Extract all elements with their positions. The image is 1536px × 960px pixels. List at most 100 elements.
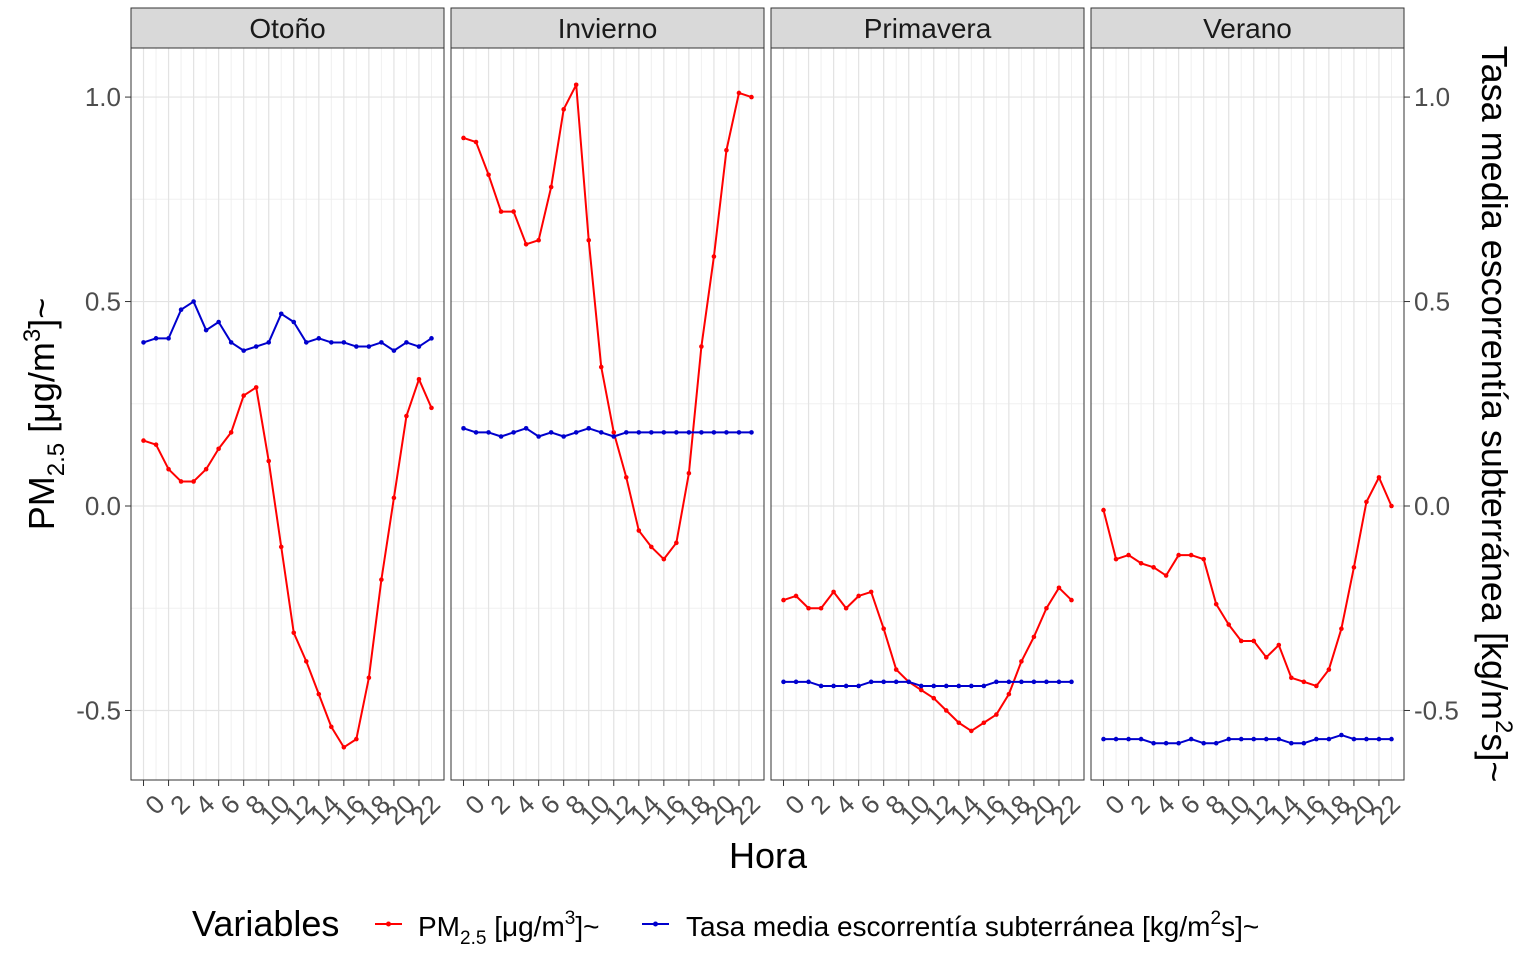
data-point-pm25-invierno (548, 184, 554, 190)
data-point-pm25-invierno (623, 475, 629, 480)
data-point-escorrentia-otono (191, 299, 196, 304)
data-point-pm25-invierno (636, 528, 642, 533)
data-point-escorrentia-verano (1201, 740, 1206, 746)
data-point-pm25-otono (379, 577, 384, 582)
panel-border-invierno (450, 47, 765, 781)
data-point-pm25-primavera (856, 593, 861, 599)
data-point-pm25-invierno (573, 82, 579, 88)
data-point-escorrentia-primavera (856, 683, 861, 689)
data-point-escorrentia-verano (1226, 736, 1232, 742)
data-point-pm25-verano (1101, 507, 1106, 513)
legend-entry-pm25-sup: 3 (565, 908, 576, 929)
data-point-escorrentia-otono (178, 307, 184, 313)
strip-label-invierno: Invierno (558, 13, 658, 44)
strip-label-verano: Verano (1203, 13, 1292, 44)
data-point-pm25-otono (416, 376, 422, 382)
data-point-pm25-otono (141, 438, 146, 443)
data-point-pm25-primavera (806, 605, 811, 611)
data-point-pm25-otono (203, 466, 209, 472)
data-point-pm25-verano (1276, 642, 1282, 648)
data-point-escorrentia-verano (1389, 736, 1394, 742)
data-point-pm25-primavera (1019, 659, 1024, 664)
data-point-escorrentia-verano (1238, 736, 1244, 742)
data-point-escorrentia-invierno (561, 434, 566, 439)
data-point-escorrentia-invierno (686, 430, 692, 435)
y-axis-title-rest: [μg/m (21, 342, 62, 443)
data-point-pm25-invierno (749, 94, 754, 100)
data-point-escorrentia-invierno (674, 430, 679, 435)
data-point-escorrentia-verano (1276, 736, 1282, 742)
x-tick-label-verano: 4 (1149, 789, 1180, 820)
data-point-escorrentia-verano (1101, 736, 1106, 742)
data-point-pm25-primavera (831, 589, 836, 595)
x-tick-label-verano: 0 (1099, 789, 1130, 820)
data-point-pm25-verano (1201, 556, 1206, 562)
x-tick-label-invierno: 22 (724, 789, 766, 831)
x-tick-label-verano: 2 (1124, 789, 1155, 820)
data-point-pm25-otono (216, 446, 221, 452)
data-point-pm25-verano (1163, 573, 1169, 578)
strip-primavera (770, 7, 1085, 49)
data-point-pm25-verano (1301, 679, 1307, 685)
y-tick-label-left: 0.5 (85, 287, 121, 317)
data-point-escorrentia-verano (1213, 740, 1219, 746)
data-point-pm25-verano (1339, 626, 1344, 631)
data-point-escorrentia-otono (203, 327, 209, 333)
data-point-pm25-verano (1289, 675, 1294, 681)
data-point-escorrentia-primavera (793, 679, 799, 685)
data-point-escorrentia-invierno (649, 430, 654, 435)
data-point-escorrentia-primavera (918, 683, 924, 689)
data-point-escorrentia-invierno (699, 430, 704, 435)
y-axis-title-sup: 3 (19, 329, 46, 342)
x-tick-label-otono: 0 (139, 789, 170, 820)
data-point-pm25-verano (1238, 638, 1244, 644)
data-point-escorrentia-invierno (498, 434, 504, 439)
data-point-pm25-invierno (711, 254, 717, 259)
x-tick-label-primavera: 0 (779, 789, 810, 820)
data-point-pm25-primavera (793, 593, 799, 599)
x-tick-label-primavera: 22 (1044, 789, 1086, 831)
x-tick-label-invierno: 2 (484, 789, 515, 820)
data-point-pm25-primavera (994, 712, 999, 717)
data-point-pm25-otono (316, 691, 322, 697)
legend-entry-pm25-main: PM (418, 911, 460, 942)
x-tick-label-invierno: 4 (509, 789, 540, 820)
data-point-pm25-invierno (736, 90, 742, 96)
data-point-escorrentia-verano (1314, 736, 1319, 742)
data-point-escorrentia-verano (1176, 740, 1181, 746)
data-point-pm25-primavera (943, 708, 949, 713)
data-point-pm25-invierno (661, 556, 667, 562)
panel-border-verano (1090, 47, 1405, 781)
legend-entry-escorrentia: Tasa media escorrentía subterránea [kg/m… (686, 908, 1259, 942)
legend-entry-escorrentia-main: Tasa media escorrentía subterránea [kg/m (686, 911, 1210, 942)
data-point-escorrentia-primavera (956, 683, 962, 689)
data-point-escorrentia-primavera (881, 679, 886, 685)
data-point-escorrentia-otono (166, 336, 171, 341)
data-point-escorrentia-invierno (473, 430, 479, 435)
legend-entry-pm25-end: ]~ (575, 911, 599, 942)
data-point-escorrentia-invierno (736, 430, 742, 435)
data-point-escorrentia-verano (1126, 736, 1131, 742)
y2-axis-title-main: Tasa media escorrentía subterránea [kg/m (1474, 46, 1515, 720)
data-point-escorrentia-otono (416, 344, 422, 349)
strip-invierno (450, 7, 765, 49)
data-point-escorrentia-invierno (461, 426, 466, 431)
data-point-escorrentia-otono (153, 336, 159, 341)
strip-otono (130, 7, 445, 49)
data-point-pm25-primavera (981, 720, 987, 726)
data-point-escorrentia-invierno (661, 430, 667, 435)
y-tick-label-right: 0.0 (1414, 491, 1450, 521)
legend-title: Variables (192, 903, 339, 944)
data-point-escorrentia-otono (266, 340, 272, 345)
data-point-escorrentia-invierno (724, 430, 729, 435)
data-point-pm25-invierno (611, 430, 617, 435)
data-point-pm25-primavera (969, 728, 974, 734)
data-point-pm25-verano (1389, 503, 1394, 509)
data-point-pm25-invierno (486, 172, 491, 178)
data-point-escorrentia-primavera (931, 683, 937, 689)
data-point-escorrentia-primavera (1006, 679, 1012, 685)
strip-verano (1090, 7, 1405, 49)
data-point-escorrentia-primavera (1069, 679, 1074, 685)
data-point-escorrentia-verano (1364, 736, 1369, 742)
series-line-pm25-primavera (783, 586, 1073, 732)
